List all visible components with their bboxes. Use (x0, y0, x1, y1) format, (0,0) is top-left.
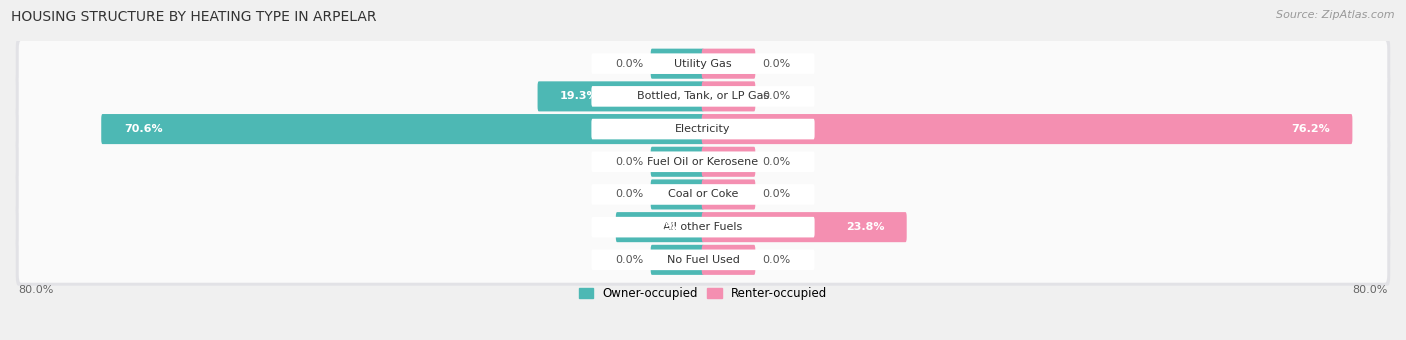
FancyBboxPatch shape (15, 38, 1391, 89)
FancyBboxPatch shape (651, 245, 704, 275)
Text: 10.1%: 10.1% (638, 222, 676, 232)
FancyBboxPatch shape (702, 49, 755, 79)
Text: HOUSING STRUCTURE BY HEATING TYPE IN ARPELAR: HOUSING STRUCTURE BY HEATING TYPE IN ARP… (11, 10, 377, 24)
Text: Source: ZipAtlas.com: Source: ZipAtlas.com (1277, 10, 1395, 20)
FancyBboxPatch shape (592, 217, 814, 237)
FancyBboxPatch shape (18, 41, 1388, 87)
FancyBboxPatch shape (15, 234, 1391, 286)
Text: 70.6%: 70.6% (124, 124, 163, 134)
FancyBboxPatch shape (18, 139, 1388, 185)
Text: Electricity: Electricity (675, 124, 731, 134)
Text: 19.3%: 19.3% (560, 91, 599, 101)
FancyBboxPatch shape (18, 73, 1388, 119)
FancyBboxPatch shape (18, 106, 1388, 152)
Text: Bottled, Tank, or LP Gas: Bottled, Tank, or LP Gas (637, 91, 769, 101)
Text: 80.0%: 80.0% (1353, 285, 1388, 295)
Text: 0.0%: 0.0% (616, 189, 644, 200)
FancyBboxPatch shape (15, 136, 1391, 188)
Text: 0.0%: 0.0% (616, 157, 644, 167)
FancyBboxPatch shape (651, 147, 704, 177)
Text: 0.0%: 0.0% (762, 189, 790, 200)
FancyBboxPatch shape (18, 204, 1388, 250)
Text: 0.0%: 0.0% (616, 59, 644, 69)
Text: Utility Gas: Utility Gas (675, 59, 731, 69)
FancyBboxPatch shape (702, 114, 1353, 144)
FancyBboxPatch shape (15, 103, 1391, 155)
Legend: Owner-occupied, Renter-occupied: Owner-occupied, Renter-occupied (579, 287, 827, 300)
FancyBboxPatch shape (15, 169, 1391, 220)
FancyBboxPatch shape (592, 151, 814, 172)
FancyBboxPatch shape (18, 237, 1388, 283)
FancyBboxPatch shape (592, 184, 814, 205)
Text: 0.0%: 0.0% (762, 59, 790, 69)
FancyBboxPatch shape (616, 212, 704, 242)
Text: 0.0%: 0.0% (762, 157, 790, 167)
FancyBboxPatch shape (537, 81, 704, 112)
Text: 0.0%: 0.0% (616, 255, 644, 265)
FancyBboxPatch shape (18, 172, 1388, 217)
FancyBboxPatch shape (702, 212, 907, 242)
FancyBboxPatch shape (592, 86, 814, 107)
Text: 0.0%: 0.0% (762, 255, 790, 265)
Text: Fuel Oil or Kerosene: Fuel Oil or Kerosene (647, 157, 759, 167)
Text: 0.0%: 0.0% (762, 91, 790, 101)
Text: 76.2%: 76.2% (1291, 124, 1330, 134)
Text: Coal or Coke: Coal or Coke (668, 189, 738, 200)
Text: 80.0%: 80.0% (18, 285, 53, 295)
FancyBboxPatch shape (592, 53, 814, 74)
FancyBboxPatch shape (15, 71, 1391, 122)
FancyBboxPatch shape (702, 180, 755, 209)
FancyBboxPatch shape (101, 114, 704, 144)
Text: 23.8%: 23.8% (845, 222, 884, 232)
Text: All other Fuels: All other Fuels (664, 222, 742, 232)
FancyBboxPatch shape (702, 81, 755, 112)
FancyBboxPatch shape (651, 180, 704, 209)
FancyBboxPatch shape (702, 147, 755, 177)
Text: No Fuel Used: No Fuel Used (666, 255, 740, 265)
FancyBboxPatch shape (592, 119, 814, 139)
FancyBboxPatch shape (651, 49, 704, 79)
FancyBboxPatch shape (15, 201, 1391, 253)
FancyBboxPatch shape (702, 245, 755, 275)
FancyBboxPatch shape (592, 250, 814, 270)
